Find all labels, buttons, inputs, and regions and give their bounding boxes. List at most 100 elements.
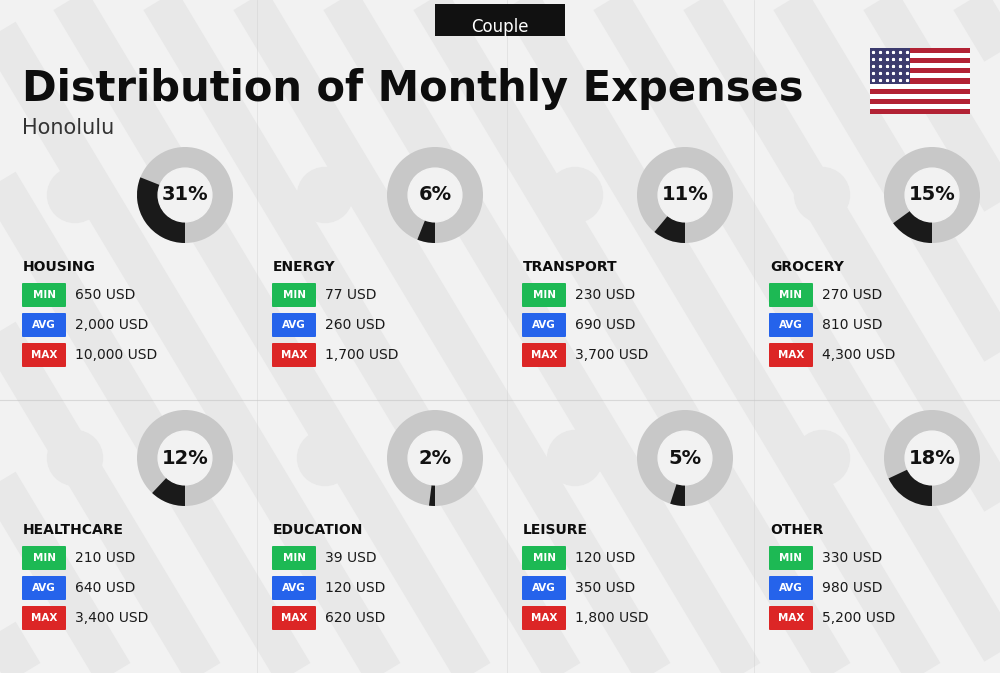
Wedge shape (137, 177, 185, 243)
Wedge shape (637, 410, 733, 506)
Text: 5%: 5% (668, 448, 702, 468)
Text: Couple: Couple (471, 18, 529, 36)
Text: 690 USD: 690 USD (575, 318, 636, 332)
Wedge shape (417, 220, 435, 243)
Text: HOUSING: HOUSING (23, 260, 96, 274)
FancyBboxPatch shape (769, 343, 813, 367)
Text: MIN: MIN (283, 553, 306, 563)
Text: 10,000 USD: 10,000 USD (75, 348, 157, 362)
Text: 1,700 USD: 1,700 USD (325, 348, 398, 362)
Text: 3,400 USD: 3,400 USD (75, 611, 148, 625)
Text: MIN: MIN (283, 290, 306, 300)
Circle shape (548, 168, 602, 223)
Text: 12%: 12% (162, 448, 208, 468)
Text: 4,300 USD: 4,300 USD (822, 348, 895, 362)
FancyBboxPatch shape (769, 546, 813, 570)
Text: MAX: MAX (281, 350, 307, 360)
Text: 210 USD: 210 USD (75, 551, 135, 565)
Text: MIN: MIN (780, 290, 802, 300)
Wedge shape (429, 485, 435, 506)
Text: MIN: MIN (32, 290, 56, 300)
Text: 650 USD: 650 USD (75, 288, 135, 302)
FancyBboxPatch shape (272, 343, 316, 367)
Text: 39 USD: 39 USD (325, 551, 377, 565)
Circle shape (48, 431, 103, 485)
Text: LEISURE: LEISURE (523, 523, 588, 537)
Text: AVG: AVG (532, 583, 556, 593)
Text: 330 USD: 330 USD (822, 551, 882, 565)
Text: EDUCATION: EDUCATION (273, 523, 363, 537)
Text: 230 USD: 230 USD (575, 288, 635, 302)
Wedge shape (387, 147, 483, 243)
FancyBboxPatch shape (769, 283, 813, 307)
Text: 120 USD: 120 USD (575, 551, 635, 565)
Text: ENERGY: ENERGY (273, 260, 336, 274)
FancyBboxPatch shape (22, 343, 66, 367)
Text: OTHER: OTHER (770, 523, 823, 537)
Text: MIN: MIN (532, 290, 556, 300)
Text: 1,800 USD: 1,800 USD (575, 611, 649, 625)
Circle shape (794, 431, 850, 485)
Text: HEALTHCARE: HEALTHCARE (23, 523, 124, 537)
FancyBboxPatch shape (870, 89, 970, 94)
FancyBboxPatch shape (769, 313, 813, 337)
Text: AVG: AVG (532, 320, 556, 330)
FancyBboxPatch shape (22, 283, 66, 307)
Text: Distribution of Monthly Expenses: Distribution of Monthly Expenses (22, 68, 804, 110)
Wedge shape (137, 410, 233, 506)
Wedge shape (889, 470, 932, 506)
Wedge shape (654, 216, 685, 243)
FancyBboxPatch shape (272, 313, 316, 337)
Text: 120 USD: 120 USD (325, 581, 385, 595)
Text: MAX: MAX (778, 613, 804, 623)
Text: MIN: MIN (532, 553, 556, 563)
FancyBboxPatch shape (870, 48, 970, 53)
FancyBboxPatch shape (522, 606, 566, 630)
Circle shape (548, 431, 602, 485)
Text: 260 USD: 260 USD (325, 318, 385, 332)
FancyBboxPatch shape (870, 79, 970, 83)
FancyBboxPatch shape (522, 576, 566, 600)
Text: TRANSPORT: TRANSPORT (523, 260, 618, 274)
Text: 980 USD: 980 USD (822, 581, 883, 595)
FancyBboxPatch shape (272, 576, 316, 600)
Text: 77 USD: 77 USD (325, 288, 376, 302)
Wedge shape (893, 211, 932, 243)
Circle shape (794, 168, 850, 223)
FancyBboxPatch shape (870, 48, 910, 83)
Text: MAX: MAX (778, 350, 804, 360)
Circle shape (158, 431, 212, 485)
Text: MAX: MAX (531, 613, 557, 623)
FancyBboxPatch shape (22, 576, 66, 600)
FancyBboxPatch shape (272, 546, 316, 570)
Wedge shape (884, 410, 980, 506)
Text: 620 USD: 620 USD (325, 611, 385, 625)
FancyBboxPatch shape (522, 313, 566, 337)
Circle shape (658, 168, 712, 222)
Wedge shape (387, 410, 483, 506)
Text: 3,700 USD: 3,700 USD (575, 348, 648, 362)
Text: AVG: AVG (32, 583, 56, 593)
Text: MAX: MAX (531, 350, 557, 360)
FancyBboxPatch shape (870, 48, 970, 114)
Text: AVG: AVG (282, 320, 306, 330)
Text: 2%: 2% (418, 448, 452, 468)
Circle shape (658, 431, 712, 485)
FancyBboxPatch shape (870, 109, 970, 114)
Text: 31%: 31% (162, 186, 208, 205)
FancyBboxPatch shape (435, 4, 565, 36)
FancyBboxPatch shape (769, 606, 813, 630)
Wedge shape (884, 147, 980, 243)
Circle shape (298, 431, 352, 485)
FancyBboxPatch shape (272, 606, 316, 630)
Text: 11%: 11% (662, 186, 708, 205)
Text: AVG: AVG (779, 583, 803, 593)
FancyBboxPatch shape (870, 68, 970, 73)
Circle shape (298, 168, 352, 223)
Wedge shape (637, 147, 733, 243)
Circle shape (158, 168, 212, 222)
Wedge shape (670, 484, 685, 506)
Circle shape (408, 168, 462, 222)
FancyBboxPatch shape (522, 343, 566, 367)
Text: Honolulu: Honolulu (22, 118, 114, 138)
